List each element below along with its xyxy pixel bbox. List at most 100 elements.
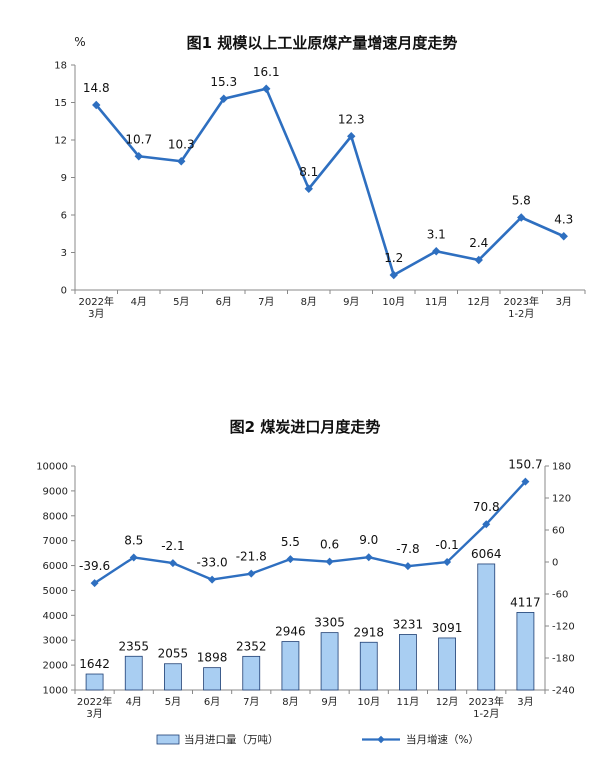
chart-1-y-tick-label: 0 [61, 286, 67, 297]
chart-2-left-tick-label: 8000 [43, 511, 68, 522]
chart-1-x-tick-label: 9月 [343, 296, 359, 308]
chart-1-data-label: 16.1 [253, 65, 280, 79]
chart-2-right-tick-label: 120 [552, 494, 571, 505]
chart-2-growth-line [93, 480, 527, 585]
chart-1-data-point [134, 152, 143, 161]
chart-2-right-tick-label: 0 [552, 558, 558, 569]
chart-2-growth-label: 8.5 [124, 533, 143, 547]
chart-2-x-tick-label: 5月 [165, 696, 181, 708]
chart-2-bar-label: 3231 [393, 617, 424, 631]
chart-2-x-tick-label: 2022年 [77, 695, 112, 708]
chart-1-data-label: 14.8 [83, 81, 110, 95]
chart-2-growth-point [325, 557, 334, 566]
chart-2-legend: 当月进口量（万吨） 当月增速（%） [156, 733, 479, 746]
chart-1-y-unit: % [74, 35, 85, 49]
chart-1-data-point [517, 213, 526, 222]
chart-2-growth-label: 9.0 [359, 533, 378, 547]
chart-1-data-point [559, 232, 568, 241]
chart-1-x-tick-label: 3月 [556, 296, 572, 308]
legend-line-label: 当月增速（%） [406, 733, 479, 746]
chart-2-bar [242, 655, 261, 691]
chart-2-x-tick-label: 11月 [397, 696, 420, 708]
chart-2-x-tick-label: 12月 [436, 696, 459, 708]
chart-1-y-tick-label: 15 [54, 98, 67, 109]
chart-1-data-label: 5.8 [512, 194, 531, 208]
chart-1-data-point [432, 247, 441, 256]
chart-1-data-label: 8.1 [299, 165, 318, 179]
chart-1-data-point [262, 84, 271, 93]
chart-2-bar [399, 634, 417, 691]
chart-2-bar-label: 2355 [118, 639, 149, 653]
chart-2-bar-label: 3091 [432, 621, 463, 635]
chart-2-growth-label: -2.1 [161, 539, 184, 553]
chart-2-bar-label: 3305 [314, 616, 345, 630]
chart-2-growth-label: -21.8 [236, 550, 267, 564]
chart-1-y-tick-label: 9 [61, 173, 67, 184]
chart-1-data-label: 10.3 [168, 137, 195, 151]
chart-2-left-tick-label: 7000 [43, 536, 68, 547]
chart-2-x-tick-label: 6月 [204, 696, 220, 708]
chart-1-series-line [95, 87, 565, 277]
chart-1-y-tick-label: 3 [61, 248, 67, 259]
chart-2-growth-label: -39.6 [79, 559, 110, 573]
chart-2-title: 图2 煤炭进口月度走势 [230, 418, 381, 436]
chart-2-growth-point [247, 569, 256, 578]
chart-2-growth-point [208, 575, 217, 584]
chart-2-bar [320, 632, 339, 691]
chart-2: 图2 煤炭进口月度走势 1000 2000 3000 4000 5000 6000 7000… [36, 418, 575, 746]
chart-1-data-label: 15.3 [210, 75, 237, 89]
chart-2-left-tick-label: 5000 [43, 586, 68, 597]
legend-bar-swatch [156, 734, 180, 745]
chart-2-right-tick-label: 180 [552, 462, 571, 473]
chart-2-bar [438, 637, 456, 691]
chart-2-growth-label: 0.6 [320, 538, 339, 552]
chart-1-x-tick-label: 1-2月 [508, 308, 534, 320]
chart-2-growth-label: -7.8 [396, 542, 419, 556]
chart-2-growth-label: 150.7 [508, 458, 542, 472]
chart-1-x-tick-label: 10月 [382, 296, 405, 308]
chart-1-data-point [177, 157, 186, 166]
chart-2-bar-label: 6064 [471, 547, 502, 561]
chart-2-x-tick-label: 8月 [282, 696, 298, 708]
chart-1-data-point [304, 184, 313, 193]
chart-1-y-tick-label: 12 [54, 136, 67, 147]
chart-1-x-tick-label: 7月 [258, 296, 274, 308]
chart-2-left-tick-label: 1000 [43, 686, 68, 697]
chart-2-bar [124, 655, 143, 691]
chart-2-left-tick-label: 10000 [36, 462, 68, 473]
chart-2-growth-point [168, 559, 177, 568]
chart-1-data-label: 4.3 [554, 212, 573, 226]
chart-2-growth-point [482, 520, 491, 529]
chart-1: 图1 规模以上工业原煤产量增速月度走势 % 03691215182022年3月4… [54, 34, 586, 320]
chart-2-growth-point [521, 477, 530, 486]
chart-2-growth-point [364, 553, 373, 562]
chart-2-growth-point [90, 579, 99, 588]
chart-2-bar-label: 1642 [79, 657, 110, 671]
chart-2-x-tick-label: 4月 [126, 696, 142, 708]
chart-2-growth-label: -33.0 [197, 556, 228, 570]
chart-2-growth-point [129, 553, 138, 562]
chart-1-x-tick-label: 2022年 [79, 295, 114, 308]
chart-2-bar-label: 2946 [275, 625, 306, 639]
chart-2-bar [477, 563, 496, 691]
chart-1-data-point [474, 255, 483, 265]
chart-2-bar-label: 4117 [510, 595, 541, 609]
chart-2-right-tick-label: 60 [552, 526, 565, 537]
chart-2-right-tick-label: -60 [552, 590, 568, 601]
chart-1-x-tick-label: 4月 [131, 296, 147, 308]
chart-2-x-tick-label: 10月 [357, 696, 380, 708]
chart-2-right-tick-label: -120 [552, 622, 575, 633]
chart-1-data-label: 3.1 [427, 227, 446, 241]
chart-2-growth-label: 70.8 [473, 500, 500, 514]
chart-2-x-tick-label: 9月 [321, 696, 337, 708]
chart-1-data-point [92, 100, 101, 110]
chart-2-left-tick-label: 6000 [43, 561, 68, 572]
chart-2-right-tick-label: -180 [552, 654, 575, 665]
chart-1-data-label: 1.2 [384, 251, 403, 265]
chart-2-growth-point [286, 555, 295, 564]
chart-2-bar-label: 1898 [197, 651, 228, 665]
chart-2-x-tick-label: 2023年 [469, 695, 504, 708]
chart-2-bar [281, 641, 300, 691]
chart-1-x-tick-label: 11月 [425, 296, 448, 308]
